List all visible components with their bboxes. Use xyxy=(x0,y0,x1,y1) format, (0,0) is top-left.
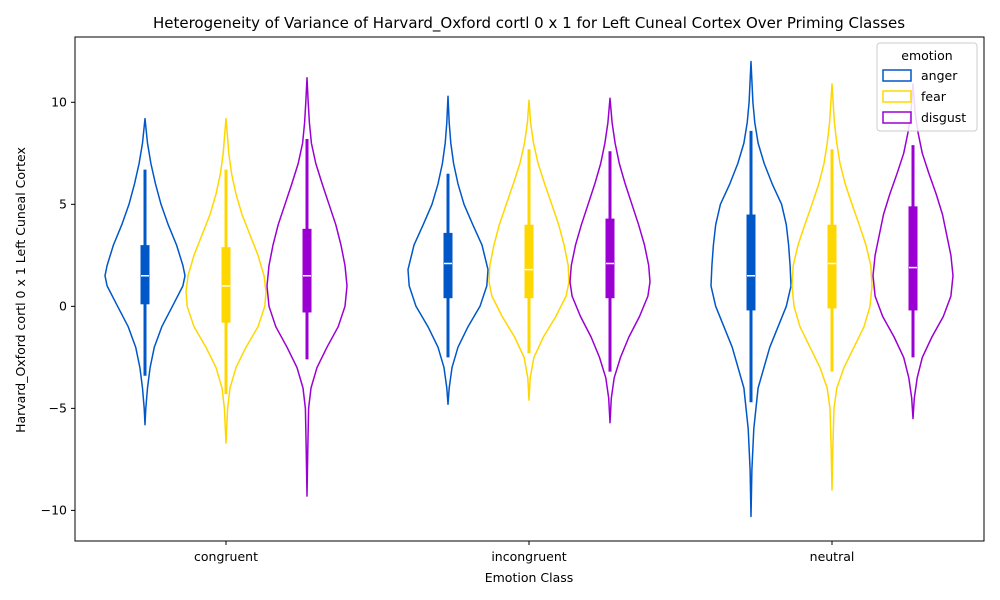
violin-disgust-incongruent xyxy=(569,97,651,424)
x-tick-label: neutral xyxy=(810,549,855,564)
chart-title: Heterogeneity of Variance of Harvard_Oxf… xyxy=(153,14,905,33)
violin-disgust-congruent xyxy=(266,77,348,497)
iqr-box-disgust-congruent xyxy=(302,228,312,313)
legend-swatch-anger xyxy=(882,69,912,82)
iqr-box-disgust-incongruent xyxy=(605,218,615,299)
y-tick-label: −5 xyxy=(49,400,67,415)
legend: emotion anger fear disgust xyxy=(876,42,978,132)
legend-swatch-disgust xyxy=(882,111,912,124)
axes: −10 −5 0 5 10 congruent incongruent neutral xyxy=(41,36,985,564)
iqr-box-anger-incongruent xyxy=(443,232,453,299)
y-axis-label: Harvard_Oxford cortl 0 x 1 Left Cuneal C… xyxy=(13,147,28,433)
violin-anger-incongruent xyxy=(407,95,489,406)
violin-fear-incongruent xyxy=(488,99,570,401)
y-tick-label: 5 xyxy=(59,196,67,211)
violin-anger-congruent xyxy=(104,117,186,426)
x-axis-label: Emotion Class xyxy=(485,570,574,585)
x-tick-label: incongruent xyxy=(491,549,566,564)
violin-anger-neutral xyxy=(710,60,792,518)
iqr-box-fear-neutral xyxy=(827,224,837,309)
iqr-box-anger-congruent xyxy=(140,245,150,305)
y-tick-label: −10 xyxy=(41,502,67,517)
iqr-box-anger-neutral xyxy=(746,214,756,311)
legend-label-disgust: disgust xyxy=(921,110,966,125)
iqr-box-fear-congruent xyxy=(221,247,231,323)
iqr-box-disgust-neutral xyxy=(908,206,918,311)
iqr-box-fear-incongruent xyxy=(524,224,534,299)
legend-box xyxy=(876,42,978,132)
x-tick-label: congruent xyxy=(194,549,258,564)
legend-swatch-fear xyxy=(882,90,912,103)
legend-title: emotion xyxy=(901,48,952,63)
violin-fear-congruent xyxy=(185,117,267,444)
plot-area xyxy=(104,60,954,518)
y-tick-label: 10 xyxy=(51,94,67,109)
legend-label-anger: anger xyxy=(921,68,958,83)
violin-fear-neutral xyxy=(791,83,873,491)
legend-label-fear: fear xyxy=(921,89,947,104)
y-tick-label: 0 xyxy=(59,298,67,313)
